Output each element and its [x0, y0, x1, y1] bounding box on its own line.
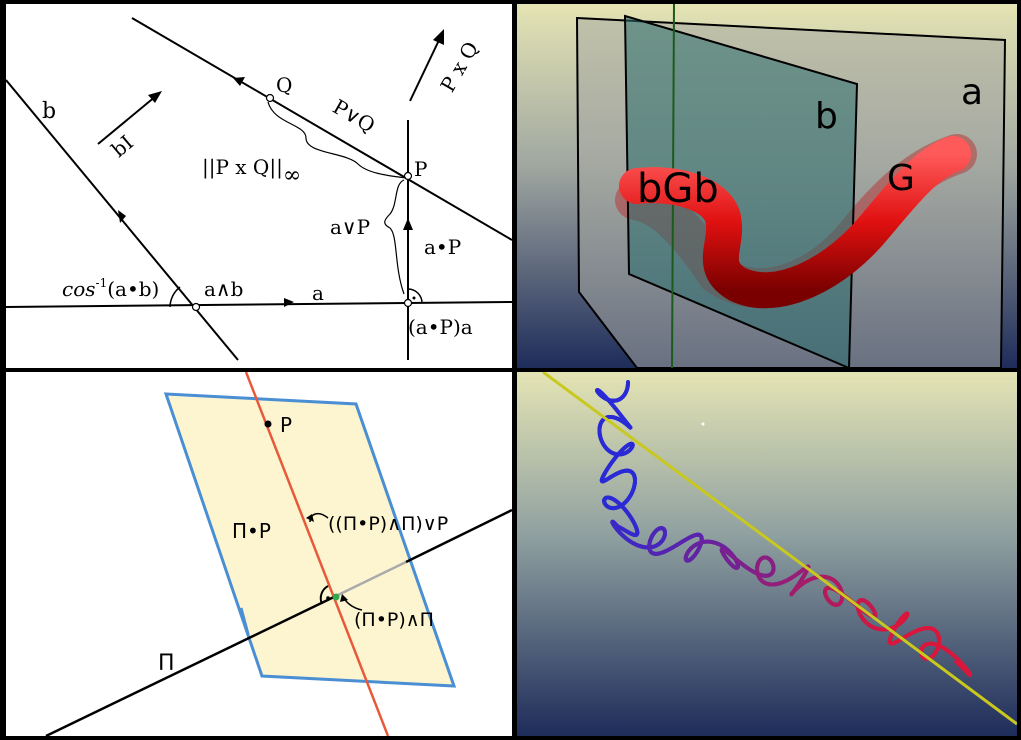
plane-projection-diagram: P Π•P ((Π•P)∧Π)∨P (Π•P)∧Π Π — [45, 372, 512, 736]
line-Pi-hidden — [335, 560, 407, 598]
label-b: b — [815, 96, 838, 137]
label-cos: cos-1(a•b) — [62, 276, 159, 301]
line-a — [6, 301, 512, 308]
label-PvQ: P∨Q — [329, 94, 380, 137]
background — [517, 372, 1017, 736]
bI-arrowhead — [148, 91, 162, 103]
point-a-wedge-b — [191, 302, 201, 312]
arrow-PvQ — [233, 77, 245, 86]
label-PxQ: P x Q — [435, 37, 483, 96]
label-b: b — [42, 99, 56, 124]
reflection-render: bGb G b a — [517, 4, 1017, 368]
label-bottom-expr: (Π•P)∧Π — [354, 609, 434, 631]
line-red — [244, 372, 390, 736]
label-PiP: Π•P — [232, 519, 271, 543]
pointer-top — [309, 512, 329, 523]
line-geometry-diagram: b bI Q P P x Q P∨Q ||P x Q||∞ a∨P a•P co… — [6, 17, 512, 361]
point-P — [403, 171, 413, 181]
right-angle-dot — [326, 596, 330, 600]
pointer-bottom-head — [340, 594, 348, 602]
point-P — [264, 420, 272, 428]
arrow-a — [284, 298, 294, 307]
label-top-expr: ((Π•P)∧Π)∨P — [328, 513, 448, 535]
norm-main: ||P x Q|| — [202, 155, 283, 180]
pointer-top-head — [306, 514, 314, 522]
helix-render — [517, 372, 1017, 736]
right-angle-dot — [412, 296, 416, 300]
label-G: G — [887, 158, 915, 199]
plane-edge-left — [239, 607, 250, 635]
bI-arrow — [97, 95, 157, 145]
cos-main: cos — [62, 277, 96, 301]
angle-arc — [169, 286, 181, 308]
line-PvQ — [131, 17, 512, 241]
panel-line-geometry: b bI Q P P x Q P∨Q ||P x Q||∞ a∨P a•P co… — [6, 4, 512, 368]
panel-3d-reflection: bGb G b a — [517, 4, 1017, 368]
arrow-b — [118, 210, 126, 223]
label-bI: bI — [107, 130, 138, 162]
label-P: P — [280, 413, 292, 437]
point-projection — [403, 298, 413, 308]
label-avP: a∨P — [330, 215, 370, 239]
panel-plane-projection: P Π•P ((Π•P)∧Π)∨P (Π•P)∧Π Π — [6, 372, 512, 736]
tube-G — [619, 136, 971, 309]
label-bGb: bGb — [637, 166, 719, 212]
norm-sub: ∞ — [283, 163, 301, 188]
axis-yellow — [542, 372, 1017, 726]
label-Q: Q — [276, 73, 292, 97]
brace-norm — [267, 101, 407, 179]
PxQ-arrowhead — [433, 29, 444, 45]
label-norm: ||P x Q||∞ — [202, 155, 301, 188]
label-a-wedge-b: a∧b — [204, 277, 243, 301]
label-projection: (a•P)a — [408, 315, 473, 339]
cos-sup: -1 — [96, 276, 108, 290]
PxQ-arrow — [409, 37, 441, 102]
point-intersection — [332, 593, 340, 601]
plane-Pi — [163, 392, 457, 688]
right-angle-mark — [407, 288, 423, 304]
arrow-avP — [403, 218, 413, 230]
label-adotP: a•P — [424, 235, 461, 259]
light-dot — [701, 422, 705, 426]
brace-avP — [384, 179, 405, 295]
panel-helix-render — [517, 372, 1017, 736]
label-P: P — [414, 157, 427, 181]
label-Pi: Π — [158, 651, 175, 676]
right-angle-mark — [319, 585, 329, 605]
line-Pi-back — [405, 508, 512, 564]
point-Q — [265, 93, 275, 103]
label-a: a — [312, 281, 324, 305]
line-Pi — [45, 594, 337, 736]
label-a: a — [961, 72, 983, 113]
cos-arg: (a•b) — [107, 277, 159, 301]
